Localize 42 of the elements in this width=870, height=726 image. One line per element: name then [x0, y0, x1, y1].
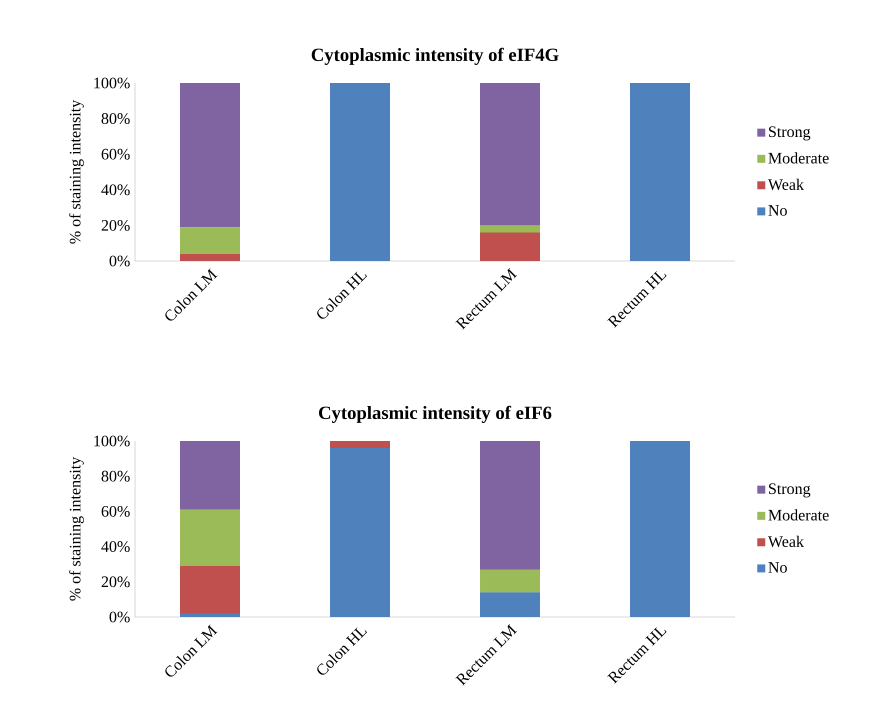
bar	[180, 613, 240, 617]
bar	[180, 510, 240, 566]
y-tick-label: 100%	[94, 436, 130, 446]
bar	[480, 82, 540, 226]
y-tick-label: 80%	[102, 470, 130, 482]
bar	[180, 441, 240, 510]
bar	[330, 82, 390, 261]
legend-label: No	[768, 562, 787, 573]
bar	[480, 232, 540, 261]
bar	[180, 566, 240, 614]
y-tick-label: 60%	[102, 148, 130, 160]
legend-label: Weak	[768, 536, 804, 548]
y-tick-label: 20%	[102, 220, 130, 231]
y-tick-label: 80%	[102, 113, 130, 124]
y-tick-label: 60%	[102, 506, 130, 517]
bar	[480, 441, 540, 570]
bar	[480, 569, 540, 592]
legend-label: Moderate	[768, 509, 829, 521]
y-tick-label: 100%	[94, 78, 130, 88]
y-tick-label: 0%	[110, 612, 130, 622]
y-tick-label: 20%	[102, 576, 130, 588]
legend-label: Moderate	[768, 152, 829, 164]
chart-title: Cytoplasmic intensity of eIF4G	[312, 48, 559, 65]
y-tick-label: 0%	[110, 256, 130, 266]
bar	[180, 227, 240, 254]
bar	[480, 592, 540, 617]
bar	[480, 225, 540, 233]
y-tick-label: 40%	[101, 184, 130, 196]
legend-label: Weak	[768, 178, 804, 190]
bar	[180, 82, 240, 228]
bar	[180, 254, 240, 261]
bar	[630, 82, 690, 261]
legend-label: Strong	[769, 483, 810, 498]
bar	[330, 441, 390, 448]
y-axis-title: % of staining intensity	[69, 456, 84, 601]
y-axis-title: % of staining intensity	[69, 100, 84, 244]
bar	[630, 441, 690, 617]
legend-label: No	[768, 205, 787, 216]
legend-label: Strong	[769, 126, 810, 140]
bar	[330, 448, 390, 617]
chart-title: Cytoplasmic intensity of eIF6	[319, 406, 552, 423]
y-tick-label: 40%	[101, 541, 130, 552]
